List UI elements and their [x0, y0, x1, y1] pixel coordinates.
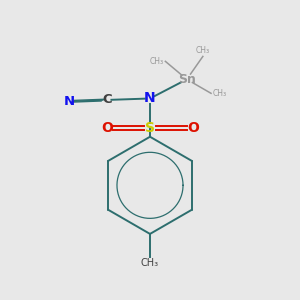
Text: Sn: Sn — [178, 73, 196, 86]
Text: C: C — [103, 93, 112, 106]
Text: N: N — [64, 95, 75, 108]
Text: O: O — [187, 121, 199, 135]
Text: S: S — [145, 121, 155, 135]
Text: O: O — [101, 121, 113, 135]
Text: CH₃: CH₃ — [196, 46, 210, 55]
Text: CH₃: CH₃ — [150, 57, 164, 66]
Text: CH₃: CH₃ — [141, 258, 159, 268]
Text: CH₃: CH₃ — [212, 89, 226, 98]
Text: N: N — [144, 92, 156, 106]
